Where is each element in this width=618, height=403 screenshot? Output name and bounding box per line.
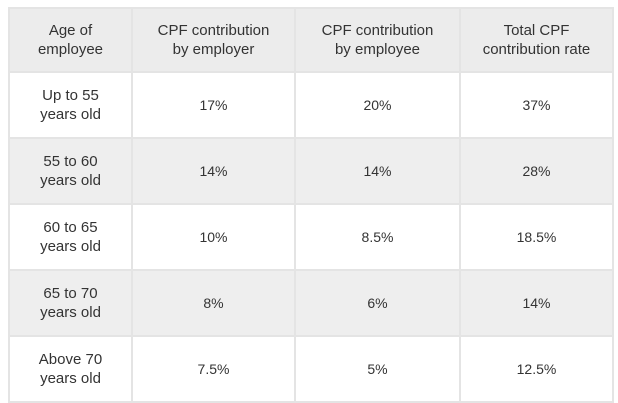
table-cell: 55 to 60 years old: [10, 139, 131, 203]
table-row: 55 to 60 years old 14% 14% 28%: [10, 139, 612, 203]
table-cell: 65 to 70 years old: [10, 271, 131, 335]
table-cell: Up to 55 years old: [10, 73, 131, 137]
cpf-table: Age of employee CPF contribution by emplo…: [8, 7, 614, 403]
table-cell: 14%: [133, 139, 294, 203]
header-cell: CPF contribution by employer: [133, 9, 294, 71]
table-cell: 20%: [296, 73, 459, 137]
table-cell: 12.5%: [461, 337, 612, 401]
header-cell: Age of employee: [10, 9, 131, 71]
table-row: Above 70 years old 7.5% 5% 12.5%: [10, 337, 612, 401]
header-cell: Total CPF contribution rate: [461, 9, 612, 71]
table-cell: 18.5%: [461, 205, 612, 269]
header-row: Age of employee CPF contribution by emplo…: [10, 9, 612, 71]
table-cell: 6%: [296, 271, 459, 335]
header-cell: CPF contribution by employee: [296, 9, 459, 71]
table-cell: 14%: [296, 139, 459, 203]
table-cell: 5%: [296, 337, 459, 401]
table-row: 65 to 70 years old 8% 6% 14%: [10, 271, 612, 335]
table-cell: 28%: [461, 139, 612, 203]
table-row: 60 to 65 years old 10% 8.5% 18.5%: [10, 205, 612, 269]
table-cell: 60 to 65 years old: [10, 205, 131, 269]
table-cell: 10%: [133, 205, 294, 269]
table-cell: 14%: [461, 271, 612, 335]
table-cell: 8.5%: [296, 205, 459, 269]
table-cell: 7.5%: [133, 337, 294, 401]
table-row: Up to 55 years old 17% 20% 37%: [10, 73, 612, 137]
table-cell: 8%: [133, 271, 294, 335]
table-cell: 17%: [133, 73, 294, 137]
table-cell: Above 70 years old: [10, 337, 131, 401]
table-container: Age of employee CPF contribution by emplo…: [8, 7, 614, 403]
table-cell: 37%: [461, 73, 612, 137]
